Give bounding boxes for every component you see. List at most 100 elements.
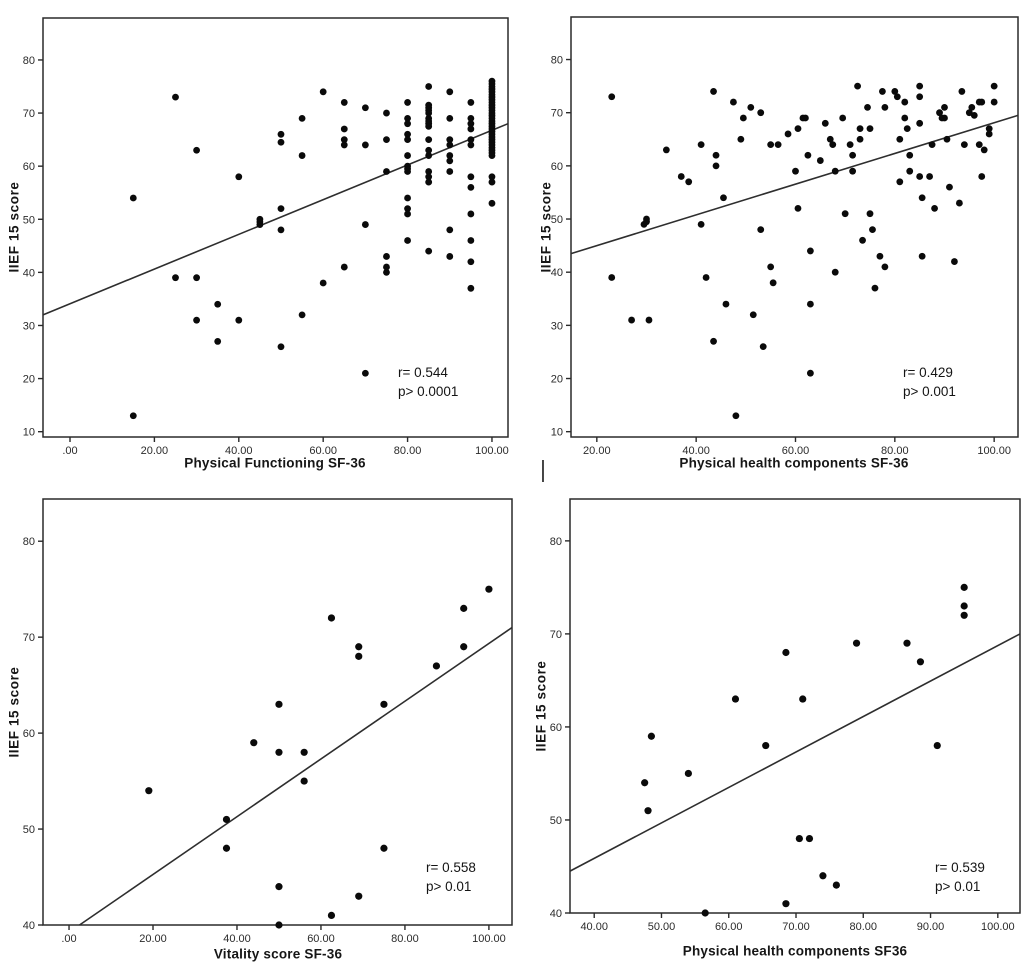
data-point	[460, 643, 468, 651]
data-point	[990, 82, 998, 90]
y-tick-label: 70	[550, 629, 562, 641]
data-point	[488, 173, 496, 181]
data-point	[876, 252, 884, 260]
data-point	[980, 146, 988, 154]
correlation-annotation: r= 0.558 p> 0.01	[426, 858, 476, 896]
data-point	[767, 141, 775, 148]
data-point	[235, 316, 243, 324]
y-tick-label: 80	[23, 536, 35, 548]
data-point	[380, 844, 388, 852]
data-point	[488, 199, 496, 207]
data-point	[943, 135, 951, 143]
y-axis-label: IIEF 15 score	[538, 181, 554, 273]
data-point	[821, 119, 829, 127]
x-tick-label: 100.00	[977, 445, 1011, 457]
data-point	[802, 114, 809, 122]
data-point	[759, 343, 767, 351]
regression-line	[570, 114, 1019, 255]
y-axis-label: IIEF 15 score	[6, 666, 22, 758]
data-point	[985, 125, 993, 133]
data-point	[300, 777, 308, 785]
data-point	[978, 173, 986, 180]
data-point	[903, 639, 911, 647]
x-tick-label: 80.00	[881, 445, 909, 457]
y-tick-label: 40	[23, 920, 35, 932]
data-point	[975, 141, 983, 148]
data-point	[896, 178, 904, 186]
r-value-text: r= 0.544	[398, 365, 448, 380]
y-axis-label: IIEF 15 score	[533, 660, 549, 752]
y-tick-label: 50	[23, 214, 35, 226]
data-point	[849, 167, 857, 175]
data-point	[784, 130, 792, 138]
data-point	[881, 263, 889, 271]
data-point	[467, 284, 475, 292]
data-point	[628, 316, 635, 324]
scatter-plot-vitality-score: .00 20.00 40.00 60.00 80.00 100.00 40 50 60 70 80	[23, 498, 513, 945]
data-point	[425, 178, 433, 186]
data-point	[300, 748, 308, 756]
data-point	[214, 300, 222, 308]
x-tick-label: 100.00	[472, 933, 506, 945]
scatter-plot-physical-health-components: 20.00 40.00 60.00 80.00 100.00 10 20 30 40 50 60 70…	[551, 16, 1019, 457]
data-point	[730, 98, 737, 106]
x-tick-label: 90.00	[917, 921, 945, 933]
data-point	[608, 93, 616, 101]
data-point	[460, 604, 468, 612]
data-point	[747, 103, 755, 111]
data-point	[275, 700, 283, 708]
data-point	[903, 125, 911, 133]
x-tick-label: .00	[61, 933, 76, 945]
data-point	[383, 268, 390, 276]
data-point	[916, 93, 924, 101]
data-point	[757, 226, 765, 234]
data-point	[767, 263, 775, 271]
data-point	[946, 183, 953, 191]
p-value-text: p> 0.001	[903, 384, 956, 399]
correlation-annotation: r= 0.539 p> 0.01	[935, 858, 985, 896]
data-point	[361, 104, 369, 112]
data-point	[951, 258, 958, 265]
data-point	[926, 173, 933, 180]
data-point	[849, 151, 857, 159]
data-point	[712, 162, 720, 170]
data-point	[965, 109, 973, 117]
data-point	[404, 136, 411, 144]
data-point	[697, 220, 705, 228]
data-point	[446, 136, 454, 144]
x-axis-label: Physical health components SF-36	[679, 455, 909, 471]
data-point	[467, 136, 475, 144]
data-point	[485, 585, 493, 593]
x-tick-label: 100.00	[475, 445, 509, 457]
data-point	[361, 369, 369, 377]
data-point	[446, 141, 454, 149]
data-point	[340, 99, 348, 106]
data-point	[799, 695, 807, 703]
data-point	[856, 135, 864, 143]
data-point	[712, 151, 720, 159]
data-point	[277, 343, 285, 351]
text-cursor-artifact: |	[540, 456, 546, 482]
y-tick-label: 60	[550, 722, 562, 734]
data-point	[446, 152, 454, 159]
data-point	[866, 125, 874, 133]
data-point	[446, 114, 454, 122]
data-point	[275, 748, 283, 756]
data-point	[941, 114, 948, 122]
data-point	[901, 114, 909, 122]
data-point	[250, 739, 258, 747]
data-point	[782, 648, 790, 657]
data-point	[172, 93, 179, 101]
data-point	[806, 247, 814, 255]
data-point	[739, 114, 747, 122]
data-point	[701, 909, 709, 917]
data-point	[467, 173, 475, 181]
data-point	[340, 263, 348, 271]
data-point	[916, 119, 924, 127]
data-point	[298, 311, 306, 319]
data-point	[804, 151, 812, 159]
data-point	[275, 921, 283, 929]
data-point	[928, 141, 936, 148]
data-point	[805, 834, 814, 843]
data-point	[355, 892, 363, 900]
